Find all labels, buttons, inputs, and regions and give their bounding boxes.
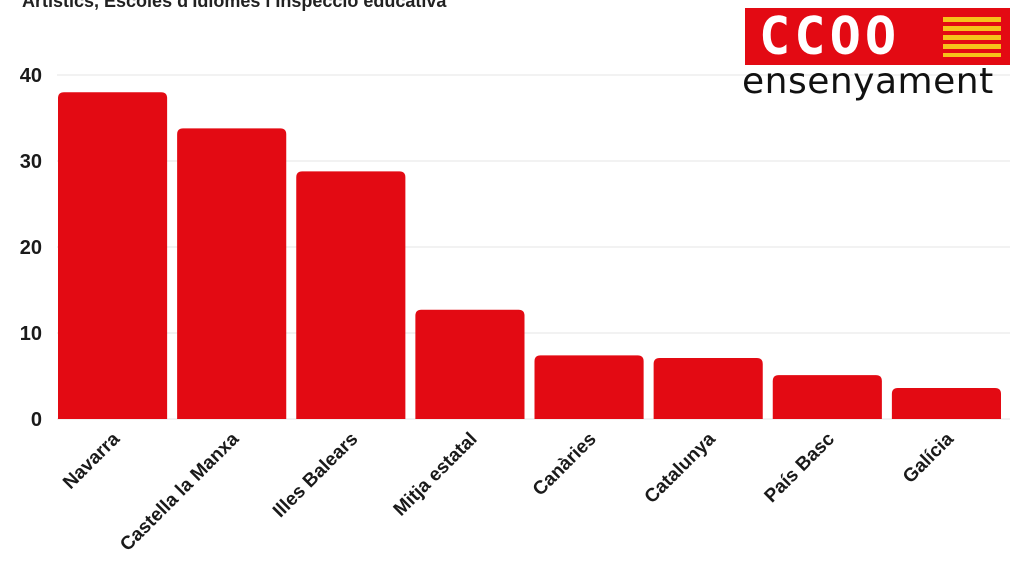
bar-3 xyxy=(415,309,525,419)
y-tick-label: 30 xyxy=(20,151,42,173)
chart-title: Artístics, Escoles d'Idiomes i Inspecció… xyxy=(22,0,447,11)
x-category-label: Mitja estatal xyxy=(390,429,482,521)
logo-subtitle: ensenyament xyxy=(742,61,994,102)
bar-6 xyxy=(772,375,882,419)
ccoo-ensenyament-logo: CCOO ensenyament xyxy=(742,8,1010,102)
x-category-label: Illes Balears xyxy=(269,429,362,522)
x-category-label: Navarra xyxy=(59,428,124,493)
x-category-label: Castella la Manxa xyxy=(116,428,243,555)
senyera-flag-icon xyxy=(943,17,1001,57)
y-axis-ticks: 0 10 20 30 40 xyxy=(20,65,42,431)
y-tick-label: 10 xyxy=(20,323,42,345)
bar-0 xyxy=(58,92,168,419)
x-category-label: País Basc xyxy=(761,428,840,507)
bar-4 xyxy=(534,355,644,419)
y-tick-label: 40 xyxy=(20,65,42,87)
x-category-label: Canàries xyxy=(529,429,601,501)
x-category-label: Catalunya xyxy=(641,428,720,507)
bar-1 xyxy=(177,128,287,419)
logo-red-box: CCOO xyxy=(745,8,1010,65)
y-tick-label: 20 xyxy=(20,237,42,259)
logo-letters: CCOO xyxy=(759,7,901,67)
bar-5 xyxy=(653,357,763,419)
bars xyxy=(58,92,1001,419)
bar-2 xyxy=(296,171,406,419)
x-category-label: Galícia xyxy=(899,428,958,487)
y-tick-label: 0 xyxy=(31,409,42,431)
bar-7 xyxy=(891,388,1001,419)
